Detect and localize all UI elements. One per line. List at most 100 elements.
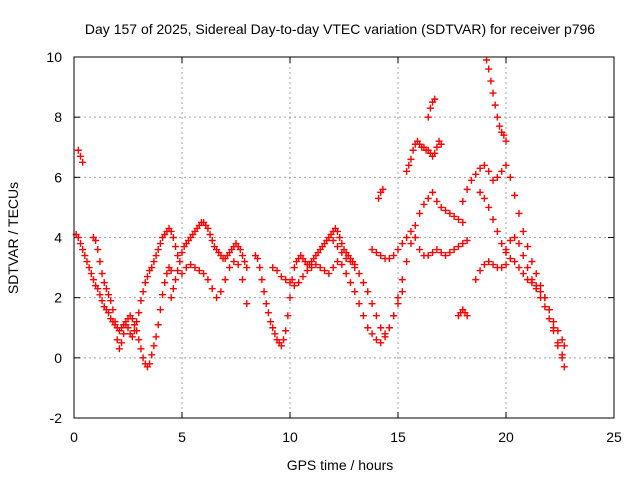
y-tick-label: 2 <box>54 290 62 306</box>
data-point <box>172 276 180 284</box>
y-axis-title: SDTVAR / TECUs <box>5 182 21 294</box>
data-point <box>528 276 536 284</box>
data-point <box>398 240 406 248</box>
data-point <box>487 77 495 85</box>
data-point <box>139 288 147 296</box>
data-point <box>431 149 439 157</box>
data-point <box>156 306 164 314</box>
data-point <box>191 264 199 272</box>
series-track-j <box>424 95 439 121</box>
data-point <box>150 342 158 350</box>
data-point <box>528 258 536 266</box>
data-point <box>403 258 411 266</box>
data-point <box>394 300 402 308</box>
data-point <box>83 258 91 266</box>
data-point <box>407 227 415 235</box>
data-point <box>368 300 376 308</box>
data-point <box>321 267 329 275</box>
data-point <box>442 206 450 214</box>
data-point <box>256 264 264 272</box>
data-point <box>506 237 514 245</box>
data-point <box>541 303 549 311</box>
data-point <box>493 173 501 181</box>
data-point <box>260 288 268 296</box>
data-point <box>498 240 506 248</box>
data-point <box>152 333 160 341</box>
data-point <box>390 252 398 260</box>
data-point <box>79 158 87 166</box>
series-track-l <box>476 188 566 359</box>
data-point <box>282 327 290 335</box>
data-point <box>299 273 307 281</box>
data-point <box>308 264 316 272</box>
data-point <box>411 234 419 241</box>
data-point <box>506 173 514 181</box>
data-point <box>407 240 415 248</box>
data-point <box>130 321 138 329</box>
data-point <box>109 306 117 314</box>
data-point <box>398 276 406 284</box>
data-point <box>359 279 367 287</box>
data-point <box>172 243 180 251</box>
data-point <box>100 279 108 287</box>
y-tick-label: 4 <box>54 230 62 246</box>
data-point <box>169 234 177 241</box>
data-point <box>515 209 523 217</box>
data-point <box>433 143 441 151</box>
data-point <box>364 324 372 332</box>
data-point <box>519 227 527 235</box>
series-track-g <box>329 188 467 338</box>
data-point <box>502 137 510 145</box>
data-point <box>139 354 147 362</box>
data-point <box>137 297 145 305</box>
data-point <box>472 276 480 284</box>
data-point <box>532 282 540 290</box>
data-point <box>409 146 417 154</box>
data-point <box>476 188 484 196</box>
data-point <box>264 309 272 317</box>
data-point <box>213 294 221 302</box>
data-point <box>107 297 115 305</box>
x-tick-label: 0 <box>70 429 78 445</box>
data-point <box>338 240 346 248</box>
data-point <box>133 327 141 335</box>
data-point <box>498 167 506 175</box>
data-point <box>498 264 506 272</box>
data-point <box>286 279 294 287</box>
series-track-k <box>459 161 568 350</box>
data-point <box>511 258 519 266</box>
data-point <box>290 282 298 290</box>
data-point <box>303 267 311 275</box>
data-point <box>411 221 419 229</box>
series-track-n <box>502 234 568 371</box>
data-point <box>437 249 445 257</box>
data-point <box>519 252 527 260</box>
data-point <box>329 264 337 272</box>
data-point <box>87 270 95 278</box>
data-point <box>545 315 553 323</box>
data-point <box>342 255 350 263</box>
data-point <box>271 330 279 338</box>
data-point <box>94 246 102 254</box>
data-point <box>558 354 566 362</box>
data-point <box>137 345 145 353</box>
data-point <box>524 243 532 251</box>
data-point <box>532 270 540 278</box>
data-point <box>558 336 566 344</box>
data-point <box>76 240 84 248</box>
data-point <box>295 279 303 287</box>
data-point <box>454 243 462 251</box>
data-point <box>346 258 354 266</box>
data-point <box>98 270 106 278</box>
data-point <box>491 101 499 109</box>
data-point <box>403 234 411 241</box>
data-point <box>420 200 428 208</box>
data-point <box>377 252 385 260</box>
series-track-c <box>167 218 251 302</box>
data-point <box>176 258 184 266</box>
data-point <box>459 218 467 226</box>
x-tick-label: 20 <box>498 429 514 445</box>
data-point <box>437 203 445 211</box>
data-point <box>163 270 171 278</box>
